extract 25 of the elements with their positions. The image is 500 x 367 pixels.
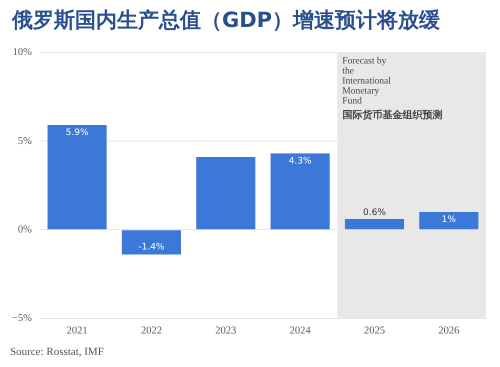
y-tick-label: 0% bbox=[18, 224, 32, 236]
y-tick-label: −5% bbox=[12, 313, 32, 324]
y-tick-label: 10% bbox=[12, 47, 32, 58]
data-label: 1% bbox=[442, 214, 456, 225]
band-label: Forecast by the International Monetary Fund bbox=[342, 56, 392, 107]
annotation: 国际货币基金组织预测 bbox=[342, 108, 442, 121]
x-tick-label: 2022 bbox=[140, 325, 162, 336]
bar bbox=[344, 219, 404, 230]
x-tick-label: 2023 bbox=[215, 325, 236, 336]
x-tick-label: 2021 bbox=[66, 325, 88, 336]
data-label: 5.9% bbox=[66, 128, 89, 138]
bar bbox=[122, 230, 182, 255]
data-label: 0.6% bbox=[363, 208, 386, 218]
data-label: 4.3% bbox=[288, 156, 312, 166]
chart-title: 俄罗斯国内生产总值（GDP）增速预计将放缓 bbox=[12, 7, 440, 34]
bar bbox=[196, 156, 256, 230]
data-label: -1.4% bbox=[138, 242, 165, 252]
y-tick-label: 5% bbox=[18, 136, 32, 147]
x-tick-label: 2024 bbox=[290, 325, 312, 336]
bar bbox=[270, 153, 330, 230]
bar bbox=[419, 212, 478, 230]
bar bbox=[48, 125, 107, 230]
x-tick-label: 2025 bbox=[364, 325, 385, 336]
source-note: Source: Rosstat, IMF bbox=[10, 346, 104, 358]
x-tick-label: 2026 bbox=[438, 325, 460, 336]
